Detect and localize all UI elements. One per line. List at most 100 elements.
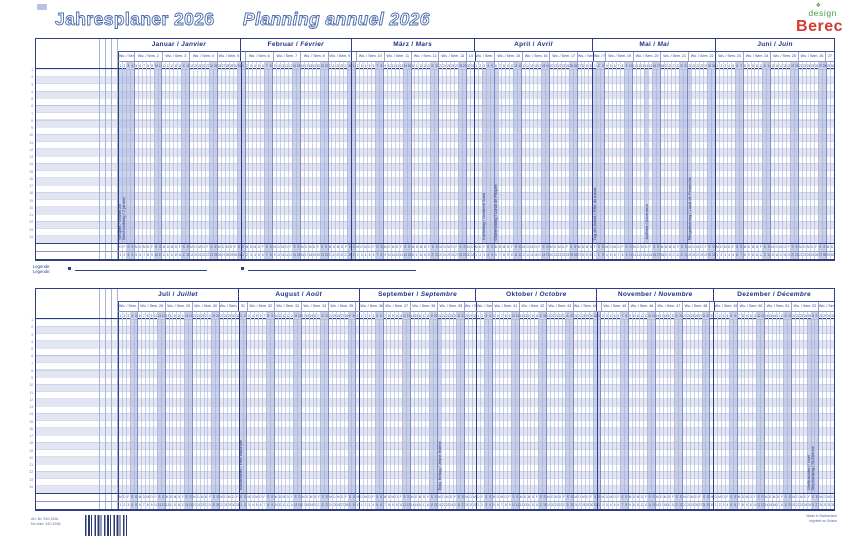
day-number-cell: 7 bbox=[616, 62, 620, 70]
day-column bbox=[678, 319, 683, 493]
footer-day-letter: M bbox=[654, 494, 659, 501]
footer-day-letter: M bbox=[410, 244, 415, 251]
footer-day-letter: M bbox=[327, 244, 332, 251]
week-header: Wo. / Sem. 48 bbox=[681, 302, 709, 311]
footer-day-letter: M bbox=[553, 494, 558, 501]
day-column bbox=[118, 69, 122, 243]
footer-day-letter: M bbox=[390, 494, 395, 501]
day-number-cell: 16 bbox=[410, 62, 414, 70]
day-column bbox=[430, 69, 435, 243]
day-column bbox=[422, 69, 426, 243]
day-column bbox=[193, 69, 197, 243]
day-column bbox=[542, 319, 546, 493]
day-column bbox=[497, 69, 502, 243]
footer-day-number: 17 bbox=[180, 502, 184, 509]
day-number-cell: 2 bbox=[479, 312, 484, 320]
footer-day-number: 12 bbox=[639, 502, 643, 509]
footer-day-number: 7 bbox=[382, 502, 386, 509]
footer-day-number: 25 bbox=[211, 502, 216, 509]
footer-day-letter: M bbox=[501, 244, 506, 251]
day-number-cell: 7 bbox=[382, 312, 386, 320]
day-column bbox=[596, 319, 601, 493]
day-column bbox=[319, 69, 324, 243]
footer-day-number: 7 bbox=[616, 252, 620, 259]
day-column bbox=[521, 69, 525, 243]
day-column bbox=[242, 319, 247, 493]
footer-day-number: 26 bbox=[215, 502, 220, 509]
footer-day-letter: D bbox=[303, 244, 308, 251]
day-number-cell: 19 bbox=[422, 62, 426, 70]
day-column bbox=[382, 69, 387, 243]
day-number-cell: 21 bbox=[552, 62, 557, 70]
footer-day-letter: D bbox=[533, 244, 537, 251]
footer-day-letter: S bbox=[817, 244, 822, 251]
footer-day-number: 22 bbox=[201, 252, 205, 259]
day-number-cell: 31 bbox=[592, 312, 597, 320]
footer-day-letter: D bbox=[359, 494, 363, 501]
footer-day-letter: F bbox=[592, 244, 596, 251]
day-number-cell: 6 bbox=[495, 312, 499, 320]
day-number-cell: 26 bbox=[813, 62, 818, 70]
footer-day-number: 15 bbox=[406, 252, 411, 259]
day-column bbox=[763, 319, 768, 493]
footer-day-number: 1 bbox=[238, 502, 243, 509]
footer-day-number: 16 bbox=[299, 252, 304, 259]
footer-day-letter: S bbox=[125, 244, 130, 251]
footer-day-letter: S bbox=[185, 244, 190, 251]
footer-day-letter: M bbox=[137, 494, 142, 501]
day-column bbox=[299, 69, 304, 243]
footer-day-number: 28 bbox=[347, 252, 352, 259]
month-header-row: Juli / Juillet August / Août September / S… bbox=[118, 289, 834, 302]
day-column bbox=[413, 319, 418, 493]
day-number-cell: 25 bbox=[806, 312, 811, 320]
footer-day-number: 25 bbox=[331, 502, 336, 509]
legend-entry bbox=[68, 264, 208, 271]
day-column bbox=[452, 319, 457, 493]
footer-day-number: 9 bbox=[507, 502, 511, 509]
day-number-cell: 19 bbox=[663, 62, 667, 70]
day-number-cell: 31 bbox=[829, 312, 834, 320]
footer-day-number: 28 bbox=[580, 502, 585, 509]
day-number-cell: 10 bbox=[386, 62, 391, 70]
footer-day-letter: S bbox=[402, 494, 406, 501]
day-number-cell: 4 bbox=[487, 312, 492, 320]
day-number-cell: 8 bbox=[501, 62, 505, 70]
made-in-line1: Made in Switzerland bbox=[806, 514, 837, 518]
footer-day-letter: D bbox=[754, 244, 759, 251]
day-number-cell: 28 bbox=[699, 62, 703, 70]
footer-day-number: 11 bbox=[635, 502, 639, 509]
footer-day-number: 4 bbox=[485, 252, 490, 259]
day-number-cell: 26 bbox=[335, 312, 340, 320]
day-column bbox=[728, 319, 733, 493]
day-number-cell: 31 bbox=[710, 62, 715, 70]
footer-day-letter: D bbox=[137, 244, 142, 251]
day-number-cell: 8 bbox=[623, 312, 628, 320]
day-column bbox=[537, 69, 541, 243]
footer-day-number: 31 bbox=[355, 502, 359, 509]
footer-day-letter: S bbox=[160, 494, 165, 501]
day-column bbox=[468, 319, 472, 493]
footer-day-number: 6 bbox=[493, 252, 497, 259]
day-column bbox=[491, 319, 496, 493]
day-column bbox=[312, 319, 317, 493]
footer-day-letter: D bbox=[604, 494, 608, 501]
day-number-cell: 21 bbox=[195, 312, 200, 320]
footer-day-number: 6 bbox=[137, 502, 141, 509]
week-header: Wo. / Sem. 25 bbox=[770, 52, 797, 61]
footer-day-number: 24 bbox=[683, 252, 688, 259]
day-column bbox=[254, 319, 258, 493]
footer-day-number: 30 bbox=[709, 502, 713, 509]
footer-day-letter: S bbox=[181, 244, 186, 251]
day-number-cell: 27 bbox=[817, 62, 822, 70]
footer-day-number: 27 bbox=[343, 252, 347, 259]
footer-day-letter: D bbox=[643, 244, 648, 251]
day-number-cell: 20 bbox=[548, 62, 553, 70]
row-number: 9 bbox=[31, 376, 33, 380]
footer-day-number: 7 bbox=[261, 502, 266, 509]
footer-day-number: 11 bbox=[752, 502, 756, 509]
footer-day-letter: M bbox=[382, 494, 387, 501]
day-column bbox=[216, 69, 221, 243]
footer-day-letter: S bbox=[679, 244, 684, 251]
day-column bbox=[584, 319, 589, 493]
day-column bbox=[655, 69, 660, 243]
